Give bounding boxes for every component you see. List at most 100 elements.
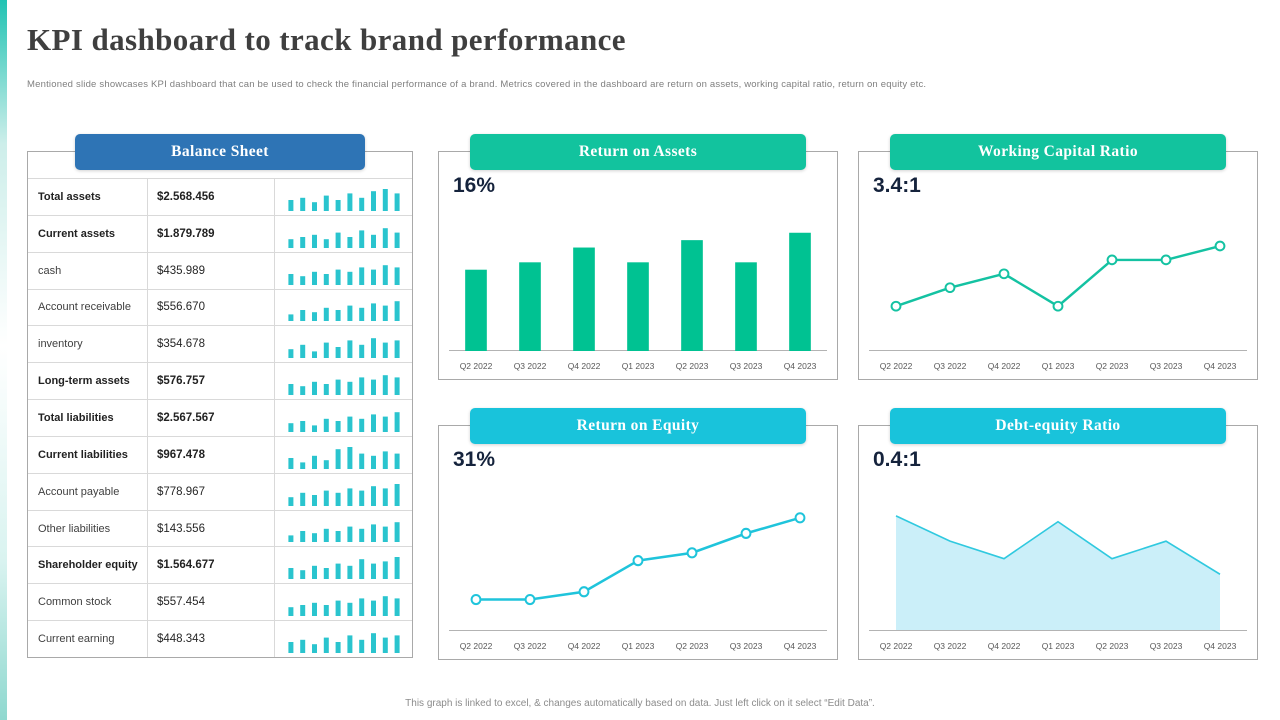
axis-tick-label: Q3 2023 [1149, 361, 1183, 371]
axis-tick-label: Q1 2023 [1041, 361, 1075, 371]
axis-tick-label: Q2 2022 [459, 641, 493, 651]
x-axis-labels: Q2 2022 Q3 2022 Q4 2022 Q1 2023 Q2 2023 Q3 20… [449, 641, 827, 651]
panel-header: Debt-equity Ratio [890, 408, 1226, 444]
row-sparkline [275, 400, 412, 436]
x-axis-labels: Q2 2022 Q3 2022 Q4 2022 Q1 2023 Q2 2023 Q3 20… [869, 641, 1247, 651]
row-value: $557.454 [148, 584, 275, 621]
row-label: Common stock [28, 584, 148, 621]
axis-tick-label: Q1 2023 [1041, 641, 1075, 651]
row-value: $1.564.677 [148, 547, 275, 584]
row-sparkline [275, 584, 412, 620]
kpi-value: 16% [453, 174, 496, 197]
panel-header: Return on Equity [470, 408, 806, 444]
row-label: Current earning [28, 621, 148, 657]
axis-tick-label: Q4 2022 [567, 361, 601, 371]
table-row: Long-term assets $576.757 [28, 363, 412, 401]
row-value: $435.989 [148, 252, 275, 289]
table-row: Common stock $557.454 [28, 584, 412, 622]
kpi-value: 31% [453, 448, 496, 471]
row-value: $143.556 [148, 510, 275, 547]
row-label: Account receivable [28, 289, 148, 326]
row-label: inventory [28, 326, 148, 363]
axis-tick-label: Q3 2022 [933, 641, 967, 651]
row-value: $967.478 [148, 436, 275, 473]
table-row: Shareholder equity $1.564.677 [28, 547, 412, 585]
axis-tick-label: Q3 2022 [933, 361, 967, 371]
kpi-value: 0.4:1 [873, 448, 921, 471]
panel-header: Return on Assets [470, 134, 806, 170]
axis-tick-label: Q4 2022 [987, 641, 1021, 651]
table-row: Account payable $778.967 [28, 473, 412, 511]
row-label: Account payable [28, 473, 148, 510]
row-value: $556.670 [148, 289, 275, 326]
row-value: $448.343 [148, 621, 275, 657]
row-sparkline [275, 474, 412, 510]
table-row: Current earning $448.343 [28, 621, 412, 657]
axis-tick-label: Q4 2023 [783, 641, 817, 651]
row-label: Long-term assets [28, 363, 148, 400]
axis-tick-label: Q4 2022 [567, 641, 601, 651]
row-label: Current assets [28, 215, 148, 252]
working-capital-ratio-panel: Working Capital Ratio 3.4:1 Q2 2022 Q3 20… [858, 134, 1258, 380]
axis-tick-label: Q4 2023 [1203, 641, 1237, 651]
table-row: Total liabilities $2.567.567 [28, 400, 412, 437]
table-row: cash $435.989 [28, 252, 412, 290]
balance-sheet-panel: Balance Sheet Total assets $2.568.456 Curr… [27, 134, 413, 658]
row-label: cash [28, 252, 148, 289]
row-sparkline [275, 437, 412, 473]
row-label: Other liabilities [28, 510, 148, 547]
row-sparkline [275, 621, 412, 657]
panel-header: Working Capital Ratio [890, 134, 1226, 170]
left-accent-bar [0, 0, 7, 720]
axis-tick-label: Q2 2023 [675, 641, 709, 651]
row-value: $1.879.789 [148, 215, 275, 252]
table-row: Account receivable $556.670 [28, 289, 412, 327]
axis-tick-label: Q3 2023 [729, 641, 763, 651]
axis-tick-label: Q2 2023 [675, 361, 709, 371]
table-row: Current assets $1.879.789 [28, 215, 412, 253]
line-chart[interactable] [449, 484, 827, 631]
row-label: Current liabilities [28, 436, 148, 473]
return-on-equity-panel: Return on Equity 31% Q2 2022 Q3 2022 Q4 20… [438, 408, 838, 660]
row-value: $2.568.456 [148, 179, 275, 215]
row-sparkline [275, 216, 412, 252]
row-value: $576.757 [148, 363, 275, 400]
row-label: Shareholder equity [28, 547, 148, 584]
axis-tick-label: Q4 2022 [987, 361, 1021, 371]
axis-tick-label: Q3 2023 [1149, 641, 1183, 651]
row-sparkline [275, 511, 412, 547]
kpi-value: 3.4:1 [873, 174, 921, 197]
axis-tick-label: Q1 2023 [621, 361, 655, 371]
page-subtitle: Mentioned slide showcases KPI dashboard … [27, 79, 927, 90]
table-row: inventory $354.678 [28, 326, 412, 364]
row-value: $2.567.567 [148, 400, 275, 436]
x-axis-labels: Q2 2022 Q3 2022 Q4 2022 Q1 2023 Q2 2023 Q3 20… [449, 361, 827, 371]
line-chart[interactable] [869, 210, 1247, 351]
row-sparkline [275, 326, 412, 362]
x-axis-labels: Q2 2022 Q3 2022 Q4 2022 Q1 2023 Q2 2023 Q3 20… [869, 361, 1247, 371]
row-label: Total liabilities [28, 400, 148, 436]
row-value: $354.678 [148, 326, 275, 363]
axis-tick-label: Q2 2023 [1095, 641, 1129, 651]
table-row: Current liabilities $967.478 [28, 436, 412, 474]
balance-sheet-header: Balance Sheet [75, 134, 365, 170]
table-row: Other liabilities $143.556 [28, 510, 412, 548]
row-sparkline [275, 547, 412, 583]
table-row: Total assets $2.568.456 [28, 179, 412, 216]
axis-tick-label: Q3 2023 [729, 361, 763, 371]
axis-tick-label: Q4 2023 [783, 361, 817, 371]
return-on-assets-panel: Return on Assets 16% Q2 2022 Q3 2022 Q4 20… [438, 134, 838, 380]
row-sparkline [275, 253, 412, 289]
footer-note: This graph is linked to excel, & changes… [405, 698, 875, 709]
area-chart[interactable] [869, 484, 1247, 631]
debt-equity-ratio-panel: Debt-equity Ratio 0.4:1 Q2 2022 Q3 2022 Q4… [858, 408, 1258, 660]
page-title: KPI dashboard to track brand performance [27, 22, 626, 57]
row-sparkline [275, 179, 412, 215]
axis-tick-label: Q2 2023 [1095, 361, 1129, 371]
row-sparkline [275, 290, 412, 326]
axis-tick-label: Q3 2022 [513, 361, 547, 371]
bar-chart[interactable] [449, 210, 827, 351]
axis-tick-label: Q3 2022 [513, 641, 547, 651]
balance-sheet-body: Total assets $2.568.456 Current assets $1.8… [28, 178, 412, 657]
row-sparkline [275, 363, 412, 399]
